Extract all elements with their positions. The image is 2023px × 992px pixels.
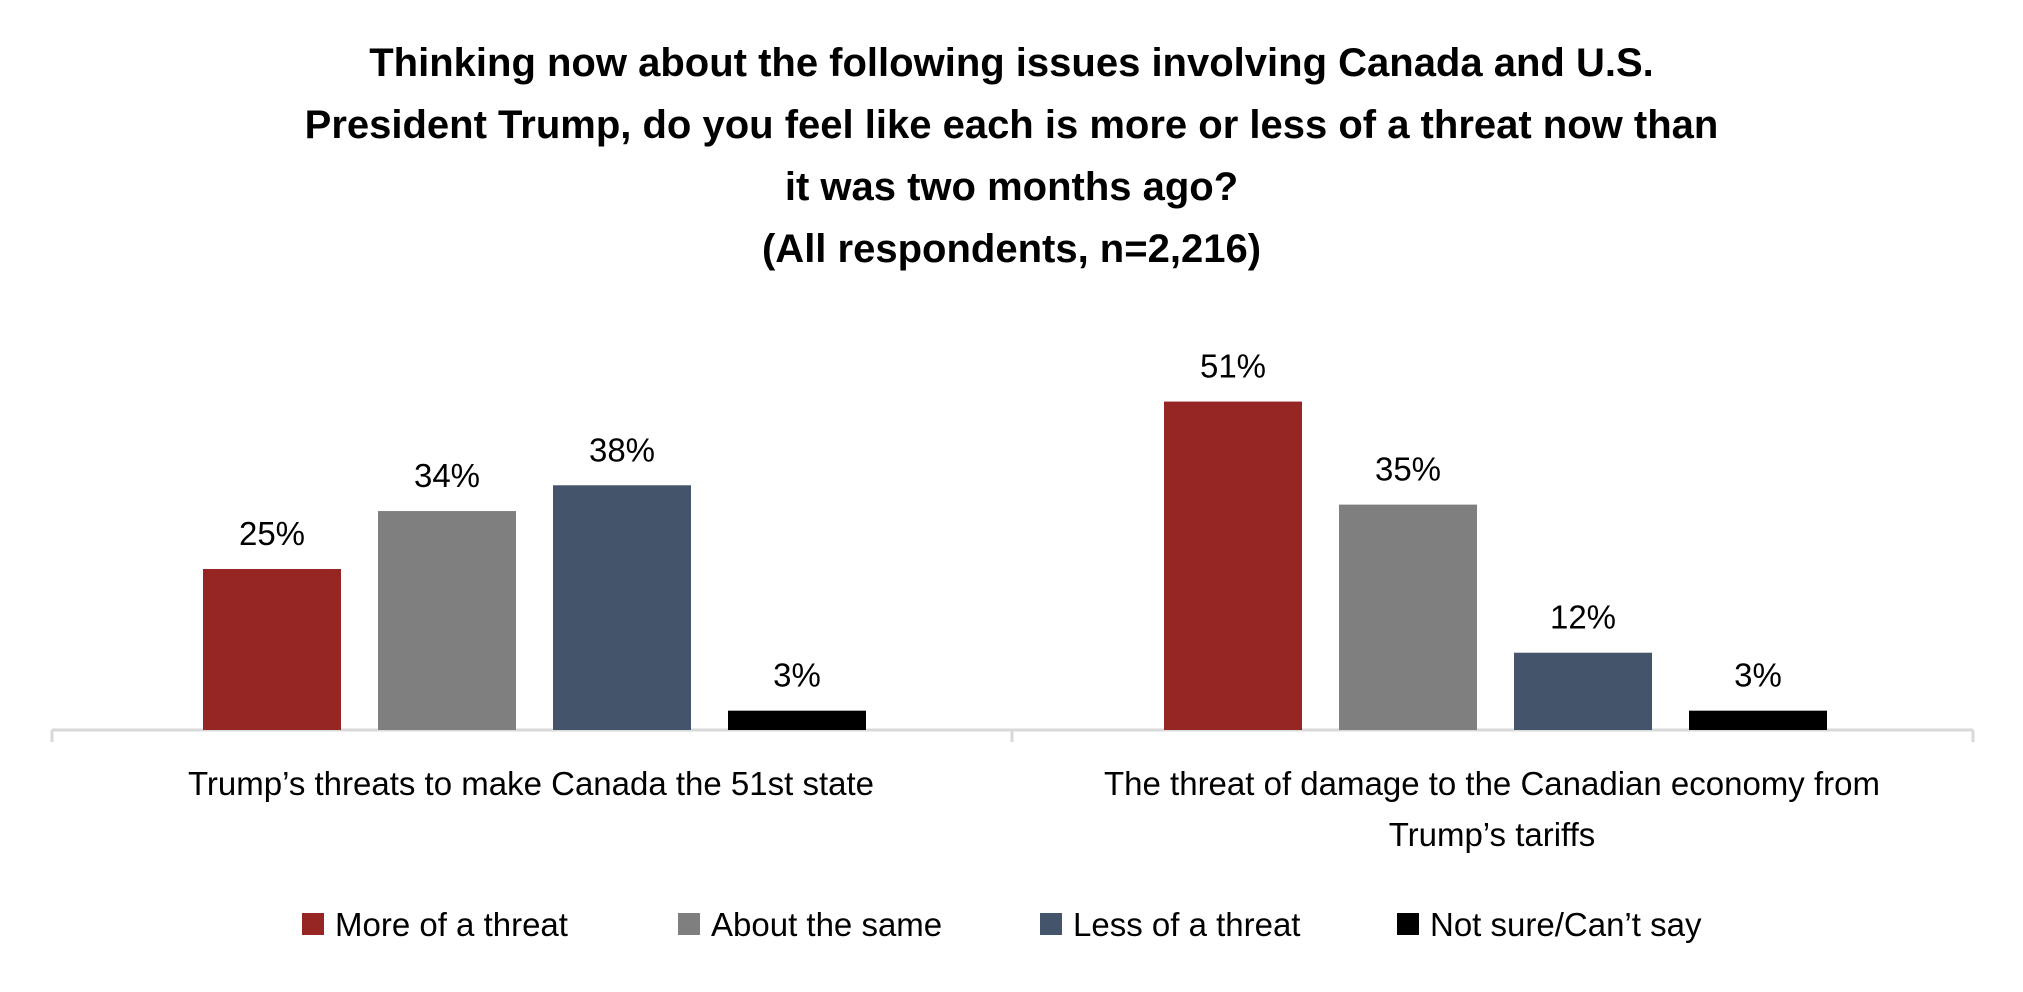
chart-title-line-1: Thinking now about the following issues … bbox=[369, 41, 1654, 85]
data-label: 51% bbox=[1200, 348, 1266, 385]
legend-swatch bbox=[678, 913, 700, 935]
data-label: 38% bbox=[589, 431, 655, 468]
category-label: The threat of damage to the Canadian eco… bbox=[1104, 765, 1880, 802]
bar bbox=[203, 569, 341, 730]
bar bbox=[728, 710, 866, 730]
chart-title-line-2: President Trump, do you feel like each i… bbox=[304, 103, 1719, 147]
legend-label: About the same bbox=[711, 906, 942, 943]
chart-title-line-3: it was two months ago? bbox=[784, 165, 1239, 209]
data-label: 3% bbox=[773, 657, 821, 694]
bar bbox=[1514, 652, 1652, 730]
legend-label: Not sure/Can’t say bbox=[1430, 906, 1702, 943]
legend-swatch bbox=[302, 913, 324, 935]
bar bbox=[1689, 710, 1827, 730]
legend-label: More of a threat bbox=[335, 906, 568, 943]
bar bbox=[378, 511, 516, 730]
bar bbox=[1164, 401, 1302, 730]
data-label: 12% bbox=[1550, 599, 1616, 636]
data-label: 25% bbox=[239, 515, 305, 552]
data-label: 34% bbox=[414, 457, 480, 494]
bar bbox=[553, 485, 691, 730]
category-label: Trump’s threats to make Canada the 51st … bbox=[188, 765, 874, 802]
legend-swatch bbox=[1397, 913, 1419, 935]
bar bbox=[1339, 504, 1477, 730]
legend-label: Less of a threat bbox=[1073, 906, 1300, 943]
chart-title: Thinking now about the following issues … bbox=[0, 32, 2023, 280]
data-label: 35% bbox=[1375, 451, 1441, 488]
category-label: Trump’s tariffs bbox=[1389, 816, 1596, 853]
chart-title-line-4: (All respondents, n=2,216) bbox=[761, 227, 1262, 271]
legend-swatch bbox=[1040, 913, 1062, 935]
data-label: 3% bbox=[1734, 657, 1782, 694]
